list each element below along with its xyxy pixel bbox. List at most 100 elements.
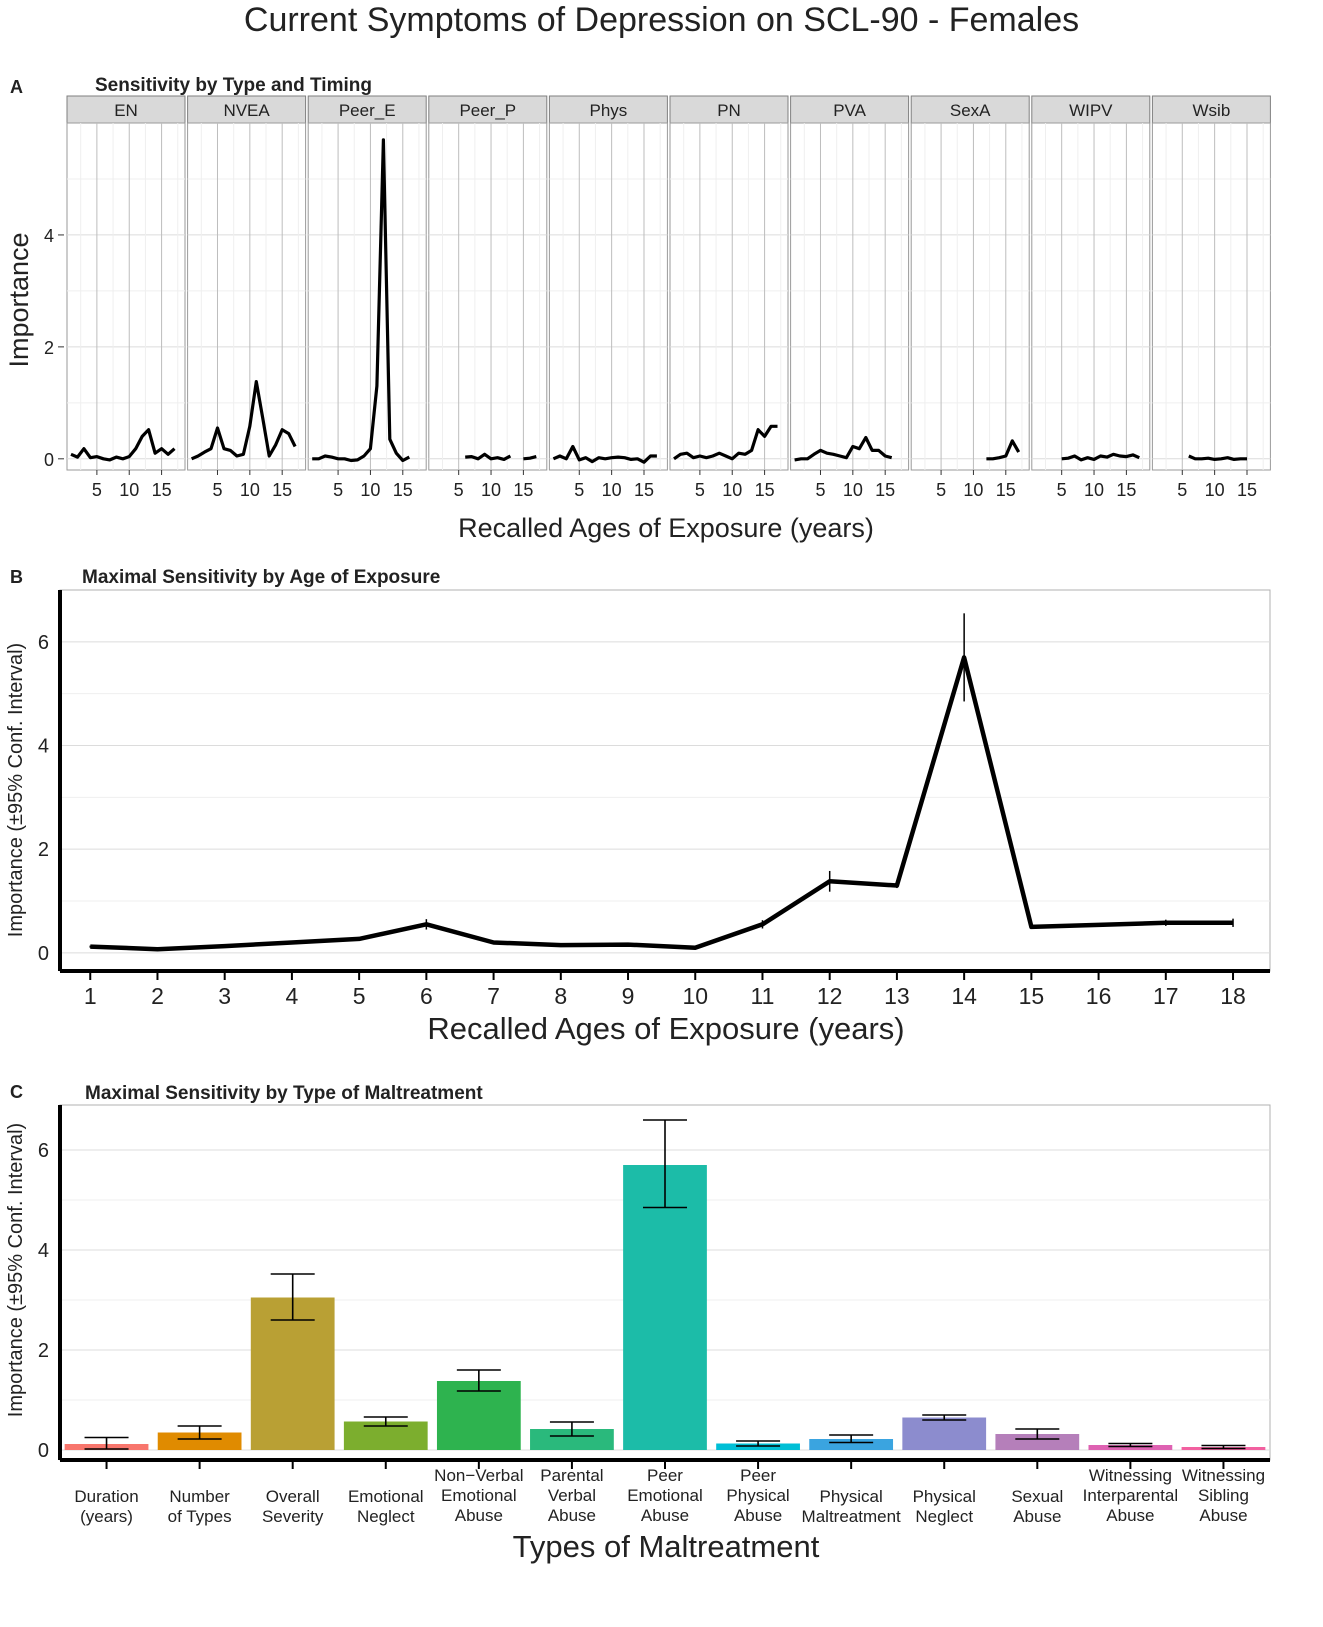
x-tick-label: 15 [755,480,775,500]
bar-1 [157,1432,242,1450]
facet-strip [669,95,789,124]
facet-strip-label: Phys [590,101,628,120]
bar-6 [623,1165,707,1450]
facet-strip-label: PN [717,101,741,120]
x-tick-label: 16 [1086,983,1112,1009]
facet-strip [1031,95,1151,124]
category-label-line: Neglect [915,1507,973,1526]
panel-a-label: A [10,77,23,97]
x-tick-label: 9 [622,983,635,1009]
category-label-line: Abuse [1013,1507,1061,1526]
panel-b-title: Maximal Sensitivity by Age of Exposure [82,567,440,588]
panel-b-plot-area [59,589,1271,972]
panel-b-xlabel: Recalled Ages of Exposure (years) [427,1011,904,1046]
y-tick-label: 2 [44,338,54,358]
x-tick-label: 5 [936,480,946,500]
facet-panel [910,122,1030,471]
category-label-line: Physical [913,1487,976,1506]
series-line-en [70,428,176,462]
x-tick-label: 15 [875,480,895,500]
x-tick-label: 5 [815,480,825,500]
panel-c-ylabel: Importance (±95% Conf. Interval) [5,1123,27,1417]
x-tick-label: 15 [272,480,292,500]
facet-strip [187,95,307,124]
category-label: Peer Emotional Abuse [627,1466,703,1525]
x-tick-label: 7 [487,983,500,1009]
panel-a-title: Sensitivity by Type and Timing [95,75,372,96]
category-label: Physical Neglect [913,1487,976,1526]
category-label-line: Peer [647,1466,683,1485]
category-label-line: Overall [266,1487,320,1506]
panel-b-ylabel: Importance (±95% Conf. Interval) [5,643,27,937]
category-label-line: Verbal [548,1486,596,1505]
x-tick-label: 15 [634,480,654,500]
x-tick-label: 10 [481,480,501,500]
category-label: Witnessing Sibling Abuse [1182,1466,1265,1525]
y-tick-label: 4 [38,736,49,758]
x-tick-label: 13 [884,983,910,1009]
facet-panel [1031,122,1151,471]
facet-panel [307,122,427,471]
y-tick-label: 4 [38,1240,49,1262]
category-label-line: Emotional [441,1486,517,1505]
category-label-line: (years) [80,1507,133,1526]
facet-strip-label: SexA [950,101,991,120]
x-tick-label: 5 [333,480,343,500]
x-tick-label: 5 [353,983,366,1009]
category-label-line: Sibling [1198,1486,1249,1505]
bar-11 [1088,1445,1173,1450]
category-label-line: Emotional [627,1486,703,1505]
x-tick-label: 15 [996,480,1016,500]
panel-c-label: C [10,1082,23,1102]
facet-panel [1151,122,1271,471]
x-tick-label: 10 [722,480,742,500]
x-tick-label: 6 [420,983,433,1009]
facet-strip-label: EN [114,101,138,120]
category-label-line: Number [169,1487,230,1506]
series-line-peer-e [312,138,411,463]
x-tick-label: 18 [1220,983,1246,1009]
category-label: Sexual Abuse [1011,1487,1063,1526]
facet-panel [790,122,910,471]
series-line-pn [673,424,778,461]
x-tick-label: 5 [1057,480,1067,500]
series-line-peer-p [523,455,537,461]
panel-c-xlabel: Types of Maltreatment [513,1529,820,1564]
category-label-line: Parental [540,1466,603,1485]
facet-strip [548,95,668,124]
x-tick-label: 14 [951,983,977,1009]
category-label-line: Abuse [734,1506,782,1525]
category-label-line: Maltreatment [802,1507,901,1526]
x-tick-label: 5 [454,480,464,500]
facet-panel [187,122,307,471]
facet-panel [548,122,668,471]
x-tick-label: 15 [513,480,533,500]
category-label-line: Abuse [1199,1506,1247,1525]
series-line-pva [794,435,893,462]
y-tick-label: 2 [38,1340,49,1362]
x-tick-label: 5 [1177,480,1187,500]
facet-strip [428,95,548,124]
facet-strip-label: WIPV [1069,101,1113,120]
facet-strip-label: Wsib [1193,101,1231,120]
panel-b: B Maximal Sensitivity by Age of Exposure I… [5,567,1271,1046]
bar-10 [995,1434,1080,1450]
series-line-wsib [1188,454,1247,461]
y-tick-label: 0 [38,1440,49,1462]
x-tick-label: 2 [151,983,164,1009]
category-label-line: of Types [168,1507,232,1526]
x-tick-label: 10 [119,480,139,500]
x-tick-label: 15 [1019,983,1045,1009]
category-label: Parental Verbal Abuse [540,1466,603,1525]
category-label: Witnessing Interparental Abuse [1083,1466,1178,1525]
category-label-line: Physical [819,1487,882,1506]
series-line-sexa [986,439,1021,461]
x-tick-label: 10 [240,480,260,500]
category-label-line: Physical [726,1486,789,1505]
x-tick-label: 10 [843,480,863,500]
category-label-line: Duration [74,1487,138,1506]
category-label-line: Interparental [1083,1486,1178,1505]
category-label-line: Witnessing [1182,1466,1265,1485]
facet-strip [1151,95,1271,124]
